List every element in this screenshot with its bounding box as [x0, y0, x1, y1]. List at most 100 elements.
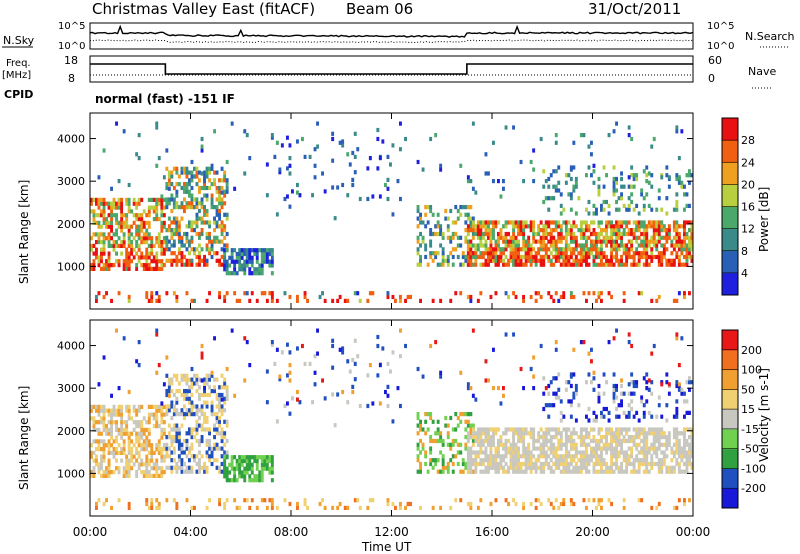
velocity-cell — [387, 498, 390, 502]
power-cell — [512, 232, 515, 236]
velocity-cell — [138, 420, 141, 424]
velocity-cell — [449, 458, 452, 462]
power-cell — [630, 185, 633, 189]
power-cell — [424, 243, 427, 247]
velocity-cell — [271, 459, 274, 463]
power-cell — [248, 271, 251, 275]
power-cell — [314, 147, 317, 151]
power-cell — [474, 255, 477, 259]
power-cell — [173, 251, 176, 255]
velocity-cell — [186, 454, 189, 458]
velocity-cell — [590, 439, 593, 443]
velocity-cell — [477, 506, 480, 510]
velocity-cell — [542, 447, 545, 451]
power-cell — [289, 171, 292, 175]
velocity-cell — [658, 427, 661, 431]
velocity-cell — [613, 392, 616, 396]
power-cell — [530, 255, 533, 259]
cpid-label: CPID — [4, 88, 33, 101]
velocity-cell — [424, 420, 427, 424]
power-cell — [605, 200, 608, 204]
power-cell — [633, 173, 636, 177]
velocity-cell — [686, 462, 689, 466]
velocity-cell — [625, 450, 628, 454]
velocity-cell — [173, 439, 176, 443]
velocity-cell — [170, 381, 173, 385]
power-cell — [376, 128, 379, 132]
power-cell — [173, 205, 176, 209]
velocity-cell — [477, 443, 480, 447]
power-cell — [296, 183, 299, 187]
power-cell — [399, 299, 402, 303]
power-cell — [452, 236, 455, 240]
velocity-cell — [201, 408, 204, 412]
power-cell — [620, 185, 623, 189]
velocity-cell — [178, 443, 181, 447]
velocity-cell — [98, 409, 101, 413]
velocity-cell — [472, 450, 475, 454]
velocity-cell — [336, 506, 339, 510]
power-cell — [173, 220, 176, 224]
velocity-cell — [183, 374, 186, 378]
power-cell — [434, 133, 437, 137]
power-cell — [650, 208, 653, 212]
power-cell — [686, 247, 689, 251]
velocity-cell — [206, 443, 209, 447]
velocity-cell — [186, 381, 189, 385]
power-cell — [100, 267, 103, 271]
power-cell — [208, 247, 211, 251]
velocity-cell — [500, 466, 503, 470]
velocity-cell — [653, 344, 656, 348]
velocity-cell — [648, 462, 651, 466]
power-cell — [643, 196, 646, 200]
velocity-cell — [128, 474, 131, 478]
velocity-cell — [555, 462, 558, 466]
power-cell — [100, 198, 103, 202]
velocity-cell — [572, 443, 575, 447]
power-cell — [110, 229, 113, 233]
velocity-cell — [537, 498, 540, 502]
power-cell — [188, 205, 191, 209]
power-cell — [593, 259, 596, 263]
velocity-cell — [605, 466, 608, 470]
power-cell — [552, 196, 555, 200]
velocity-cell — [203, 416, 206, 420]
velocity-cell — [163, 470, 166, 474]
velocity-cell — [472, 427, 475, 431]
power-cell — [221, 205, 224, 209]
power-cell — [495, 263, 498, 267]
power-cell — [550, 236, 553, 240]
velocity-cell — [175, 502, 178, 506]
velocity-cell — [550, 450, 553, 454]
velocity-cell — [487, 443, 490, 447]
power-cell — [206, 247, 209, 251]
velocity-cell — [660, 470, 663, 474]
velocity-cell — [613, 384, 616, 388]
velocity-cell — [201, 439, 204, 443]
velocity-cell — [620, 427, 623, 431]
power-cell — [540, 243, 543, 247]
velocity-cell — [138, 436, 141, 440]
power-cell — [613, 240, 616, 244]
velocity-cell — [500, 435, 503, 439]
velocity-cell — [191, 408, 194, 412]
power-cell — [585, 247, 588, 251]
velocity-cell — [145, 455, 148, 459]
power-cell — [588, 224, 591, 228]
power-cell — [487, 255, 490, 259]
velocity-cell — [98, 447, 101, 451]
power-cell — [429, 255, 432, 259]
velocity-cell — [577, 403, 580, 407]
velocity-cell — [150, 413, 153, 417]
power-cell — [432, 251, 435, 255]
velocity-cell — [399, 506, 402, 510]
power-cell — [233, 187, 236, 191]
power-cell — [668, 236, 671, 240]
velocity-cell — [271, 502, 274, 506]
power-cell — [238, 263, 241, 267]
power-cell — [354, 170, 357, 174]
velocity-cell — [261, 470, 264, 474]
power-cell — [183, 209, 186, 213]
velocity-cell — [467, 454, 470, 458]
power-cell — [291, 189, 294, 193]
